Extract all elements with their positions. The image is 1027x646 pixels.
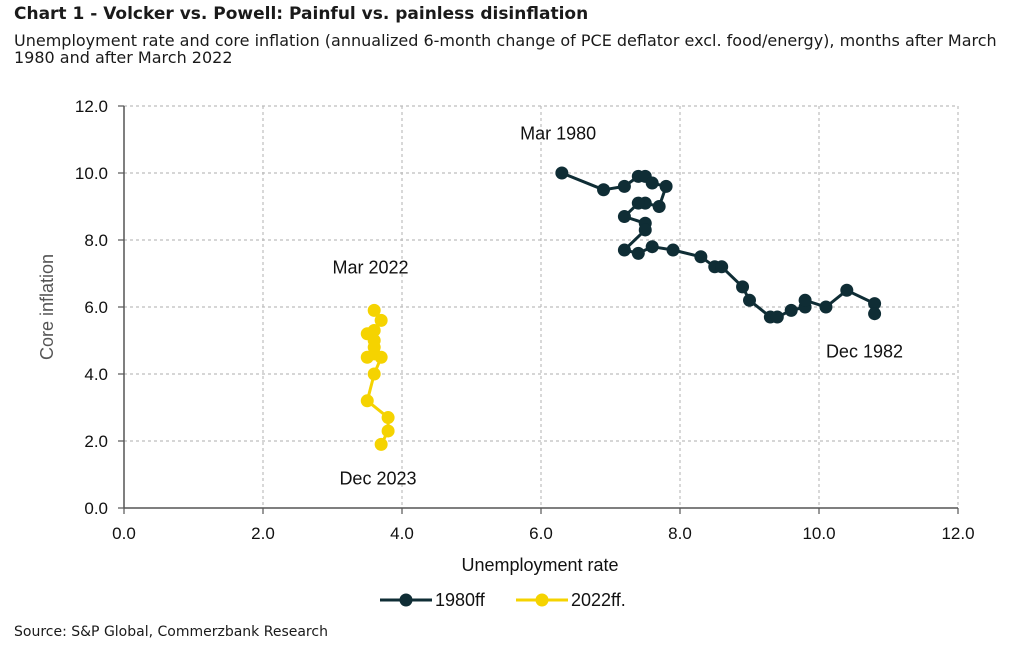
legend-marker	[399, 593, 413, 607]
x-tick-label: 2.0	[251, 524, 275, 543]
data-point	[770, 310, 784, 324]
x-tick-label: 4.0	[390, 524, 414, 543]
series-2022ff	[360, 303, 395, 451]
data-point	[381, 424, 395, 438]
data-point	[555, 166, 569, 180]
x-tick-label: 8.0	[668, 524, 692, 543]
x-tick-label: 12.0	[941, 524, 974, 543]
y-tick-label: 8.0	[84, 231, 108, 250]
data-point	[868, 297, 882, 311]
data-point	[360, 394, 374, 408]
data-point	[645, 176, 659, 190]
legend-item: 2022ff.	[516, 590, 626, 610]
data-point	[736, 280, 750, 294]
annotation-label: Mar 1980	[520, 124, 596, 144]
data-point	[645, 240, 659, 254]
data-point	[743, 293, 756, 307]
data-point	[694, 250, 708, 264]
chart-svg: 0.0 2.0 4.0 6.0 8.0 10.0 12.0 0.0 2.0 4.0 6.0 8.0 10…	[37, 97, 975, 610]
data-point	[715, 260, 729, 274]
data-point	[617, 179, 631, 193]
tick-labels: 0.0 2.0 4.0 6.0 8.0 10.0 12.0 0.0 2.0 4.0 6.0 8.0 10…	[75, 97, 975, 543]
legend-label: 2022ff.	[571, 590, 626, 610]
grid-lines	[124, 105, 959, 508]
source-note: Source: S&P Global, Commerzbank Research	[14, 624, 328, 640]
legend-item: 1980ff	[380, 590, 486, 610]
chart-subtitle: Unemployment rate and core inflation (an…	[14, 31, 997, 67]
data-point	[367, 367, 381, 381]
x-tick-label: 0.0	[112, 524, 136, 543]
x-tick-label: 6.0	[529, 524, 553, 543]
y-tick-label: 6.0	[84, 298, 108, 317]
data-point	[367, 303, 381, 317]
annotations: Mar 1980 Mar 2022 Dec 1982 Dec 2023	[333, 124, 904, 489]
annotation-label: Mar 2022	[333, 258, 409, 278]
data-point	[374, 437, 388, 451]
data-point	[868, 307, 882, 321]
data-point	[638, 223, 652, 237]
data-point	[840, 283, 854, 297]
annotation-label: Dec 2023	[339, 469, 416, 489]
y-tick-label: 2.0	[84, 432, 108, 451]
x-tick-label: 10.0	[802, 524, 835, 543]
data-point	[666, 243, 680, 257]
y-tick-label: 0.0	[84, 499, 108, 518]
data-point	[617, 210, 631, 224]
data-point	[631, 196, 645, 210]
data-point	[798, 293, 812, 307]
data-point	[381, 411, 395, 425]
series-layer	[360, 166, 882, 451]
chart-title: Chart 1 - Volcker vs. Powell: Painful vs…	[14, 4, 589, 24]
data-point	[784, 303, 798, 317]
annotation-label: Dec 1982	[826, 341, 903, 361]
y-axis-label: Core inflation	[37, 254, 57, 360]
data-point	[659, 179, 673, 193]
axes	[118, 105, 959, 514]
legend: 1980ff 2022ff.	[380, 590, 626, 610]
y-tick-label: 12.0	[75, 97, 108, 116]
data-point	[374, 313, 388, 327]
series-1980ff	[555, 166, 882, 324]
y-tick-label: 4.0	[84, 365, 108, 384]
y-tick-label: 10.0	[75, 164, 108, 183]
data-point	[652, 200, 666, 213]
data-point	[631, 246, 645, 260]
data-point	[819, 300, 833, 314]
data-point	[597, 183, 611, 197]
legend-label: 1980ff	[435, 590, 486, 610]
x-axis-label: Unemployment rate	[461, 555, 618, 575]
series-line	[561, 171, 877, 319]
data-point	[374, 350, 388, 364]
legend-marker	[535, 593, 549, 607]
data-point	[617, 243, 631, 257]
